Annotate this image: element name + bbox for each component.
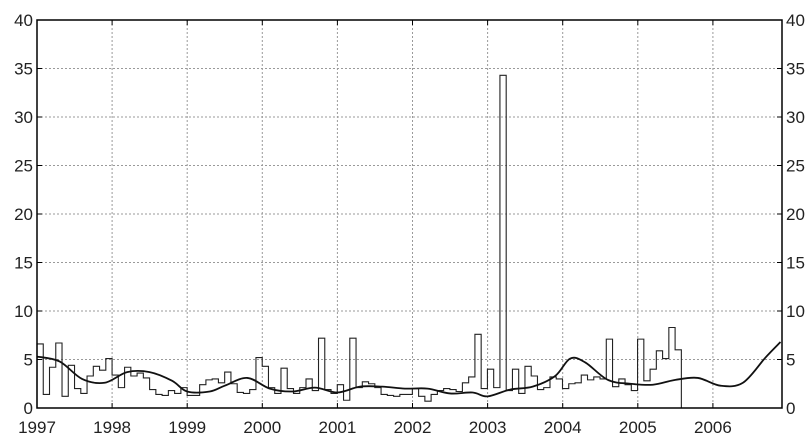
x-tick-label: 2003 (469, 418, 507, 437)
y-tick-label-right: 25 (786, 157, 805, 176)
y-tick-label-right: 5 (786, 351, 795, 370)
y-tick-label-right: 40 (786, 11, 805, 30)
x-tick-label: 1998 (93, 418, 131, 437)
y-tick-label-right: 20 (786, 205, 805, 224)
series-layer (36, 74, 782, 408)
y-tick-label-left: 40 (14, 11, 33, 30)
x-tick-label: 2000 (243, 418, 281, 437)
grid-lines (36, 20, 782, 408)
y-tick-label-right: 30 (786, 108, 805, 127)
smooth-series-line (36, 341, 782, 398)
y-tick-label-right: 35 (786, 60, 805, 79)
x-tick-label: 2002 (394, 418, 432, 437)
x-tick-label: 2006 (694, 418, 732, 437)
step-series-line (36, 74, 682, 408)
x-tick-label: 2005 (619, 418, 657, 437)
y-tick-label-left: 10 (14, 302, 33, 321)
axis-layer: 0 0 5 5 10 10 15 15 20 20 25 25 30 30 35 35 40 40 1997 1998… (14, 11, 805, 437)
y-tick-label-left: 15 (14, 254, 33, 273)
y-tick-label-left: 35 (14, 60, 33, 79)
y-tick-label-right: 10 (786, 302, 805, 321)
y-tick-label-left: 25 (14, 157, 33, 176)
x-tick-label: 2004 (544, 418, 582, 437)
x-tick-label: 2001 (318, 418, 356, 437)
y-tick-label-left: 5 (24, 351, 33, 370)
y-tick-label-left: 0 (24, 399, 33, 418)
y-tick-label-right: 0 (786, 399, 795, 418)
y-tick-label-left: 30 (14, 108, 33, 127)
x-tick-label: 1997 (18, 418, 56, 437)
y-tick-label-right: 15 (786, 254, 805, 273)
x-tick-label: 1999 (168, 418, 206, 437)
y-tick-label-left: 20 (14, 205, 33, 224)
